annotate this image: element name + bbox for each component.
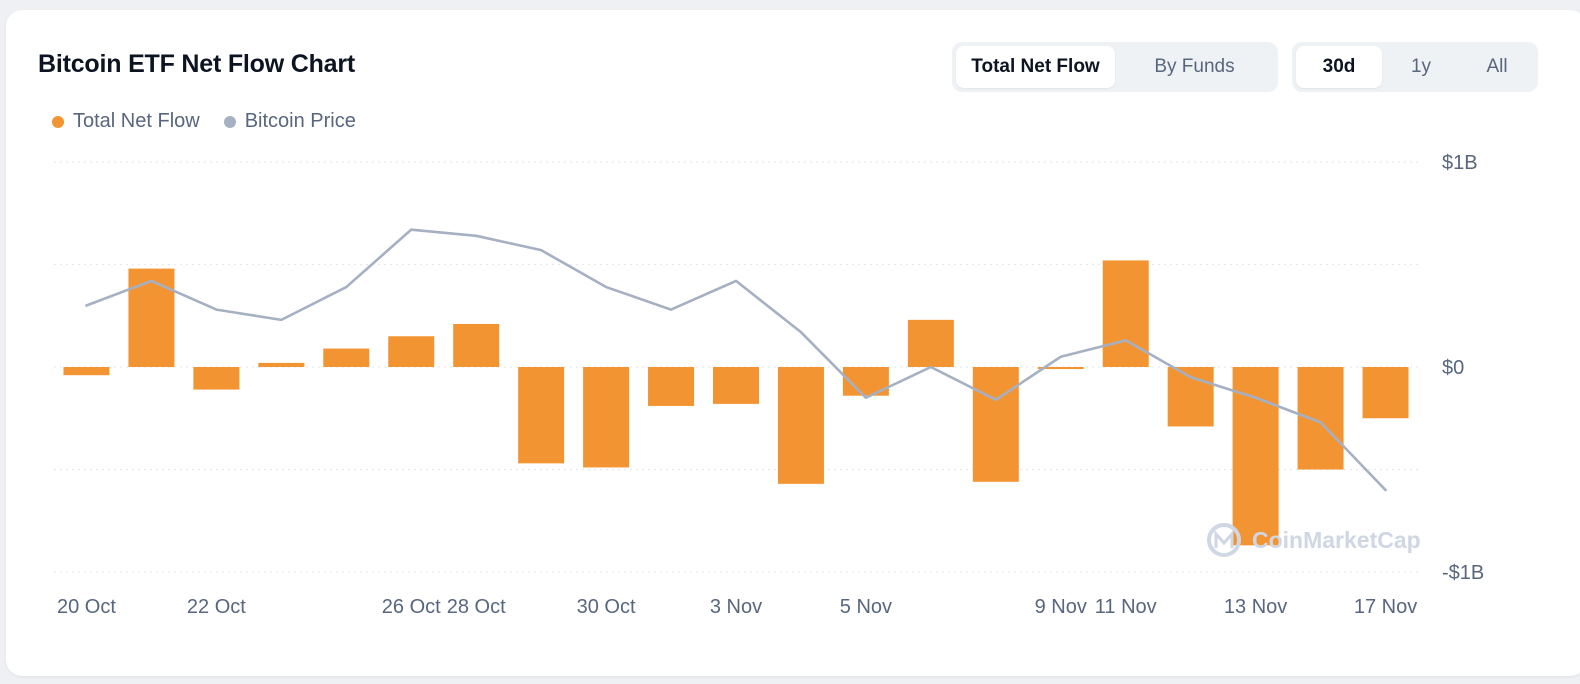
range-1y-button[interactable]: 1y bbox=[1382, 46, 1460, 88]
coinmarketcap-watermark: CoinMarketCap bbox=[1207, 523, 1421, 557]
x-tick-label: 22 Oct bbox=[187, 596, 246, 618]
x-tick-label: 20 Oct bbox=[57, 596, 116, 618]
net-flow-bar[interactable] bbox=[648, 367, 695, 406]
net-flow-bar[interactable] bbox=[1102, 260, 1149, 367]
net-flow-bars bbox=[63, 260, 1409, 546]
tab-total-net-flow[interactable]: Total Net Flow bbox=[956, 46, 1115, 88]
x-tick-label: 5 Nov bbox=[840, 596, 892, 618]
net-flow-bar[interactable] bbox=[1362, 367, 1409, 419]
watermark-text: CoinMarketCap bbox=[1252, 527, 1421, 553]
y-tick-label: $0 bbox=[1442, 357, 1464, 379]
legend-item-bitcoin-price[interactable]: Bitcoin Price bbox=[223, 110, 356, 133]
x-tick-label: 11 Nov bbox=[1095, 596, 1157, 618]
net-flow-bar[interactable] bbox=[388, 336, 435, 367]
bitcoin-price-line bbox=[85, 228, 1387, 492]
x-tick-label: 17 Nov bbox=[1354, 596, 1417, 618]
chart-legend: Total Net Flow Bitcoin Price bbox=[52, 110, 356, 133]
x-tick-label: 28 Oct bbox=[447, 596, 506, 618]
legend-label: Total Net Flow bbox=[73, 110, 200, 132]
net-flow-bar[interactable] bbox=[258, 362, 305, 367]
net-flow-bar[interactable] bbox=[63, 367, 110, 376]
chart-card bbox=[6, 10, 1580, 676]
net-flow-bar[interactable] bbox=[907, 319, 954, 367]
time-range-toggle: 30d 1y All bbox=[1292, 42, 1538, 92]
net-flow-bar[interactable] bbox=[583, 367, 630, 468]
coinmarketcap-logo-icon bbox=[1214, 530, 1234, 548]
coinmarketcap-logo-icon bbox=[1207, 523, 1241, 557]
net-flow-bar[interactable] bbox=[518, 367, 565, 464]
net-flow-bar[interactable] bbox=[128, 268, 175, 367]
range-30d-button[interactable]: 30d bbox=[1296, 46, 1382, 88]
y-axis: $1B $0 -$1B bbox=[1442, 152, 1484, 584]
x-tick-label: 9 Nov bbox=[1035, 596, 1087, 618]
x-tick-label: 13 Nov bbox=[1224, 596, 1287, 618]
x-tick-label: 3 Nov bbox=[710, 596, 762, 618]
flow-view-toggle: Total Net Flow By Funds bbox=[952, 42, 1278, 92]
net-flow-bar[interactable] bbox=[1037, 367, 1084, 370]
bitcoin-price-series-line[interactable] bbox=[85, 228, 1387, 492]
net-flow-bar[interactable] bbox=[453, 323, 500, 367]
net-flow-bar[interactable] bbox=[777, 367, 824, 484]
x-tick-label: 26 Oct bbox=[382, 596, 441, 618]
legend-item-total-net-flow[interactable]: Total Net Flow bbox=[52, 110, 200, 133]
range-all-button[interactable]: All bbox=[1460, 46, 1534, 88]
y-tick-label: $1B bbox=[1442, 152, 1478, 174]
tab-by-funds[interactable]: By Funds bbox=[1115, 46, 1274, 88]
net-flow-bar[interactable] bbox=[323, 348, 370, 367]
x-axis: 20 Oct 22 Oct 26 Oct 28 Oct 30 Oct 3 Nov 5 Nov… bbox=[57, 596, 1417, 618]
y-tick-label: -$1B bbox=[1442, 562, 1484, 584]
net-flow-bar[interactable] bbox=[1297, 367, 1344, 470]
x-tick-label: 30 Oct bbox=[577, 596, 636, 618]
legend-dot-icon bbox=[52, 115, 64, 128]
net-flow-bar[interactable] bbox=[193, 367, 240, 390]
net-flow-bar[interactable] bbox=[713, 367, 759, 404]
net-flow-bar[interactable] bbox=[972, 367, 1019, 482]
legend-dot-icon bbox=[223, 115, 236, 128]
legend-label: Bitcoin Price bbox=[244, 110, 356, 132]
page-title: Bitcoin ETF Net Flow Chart bbox=[38, 50, 356, 78]
